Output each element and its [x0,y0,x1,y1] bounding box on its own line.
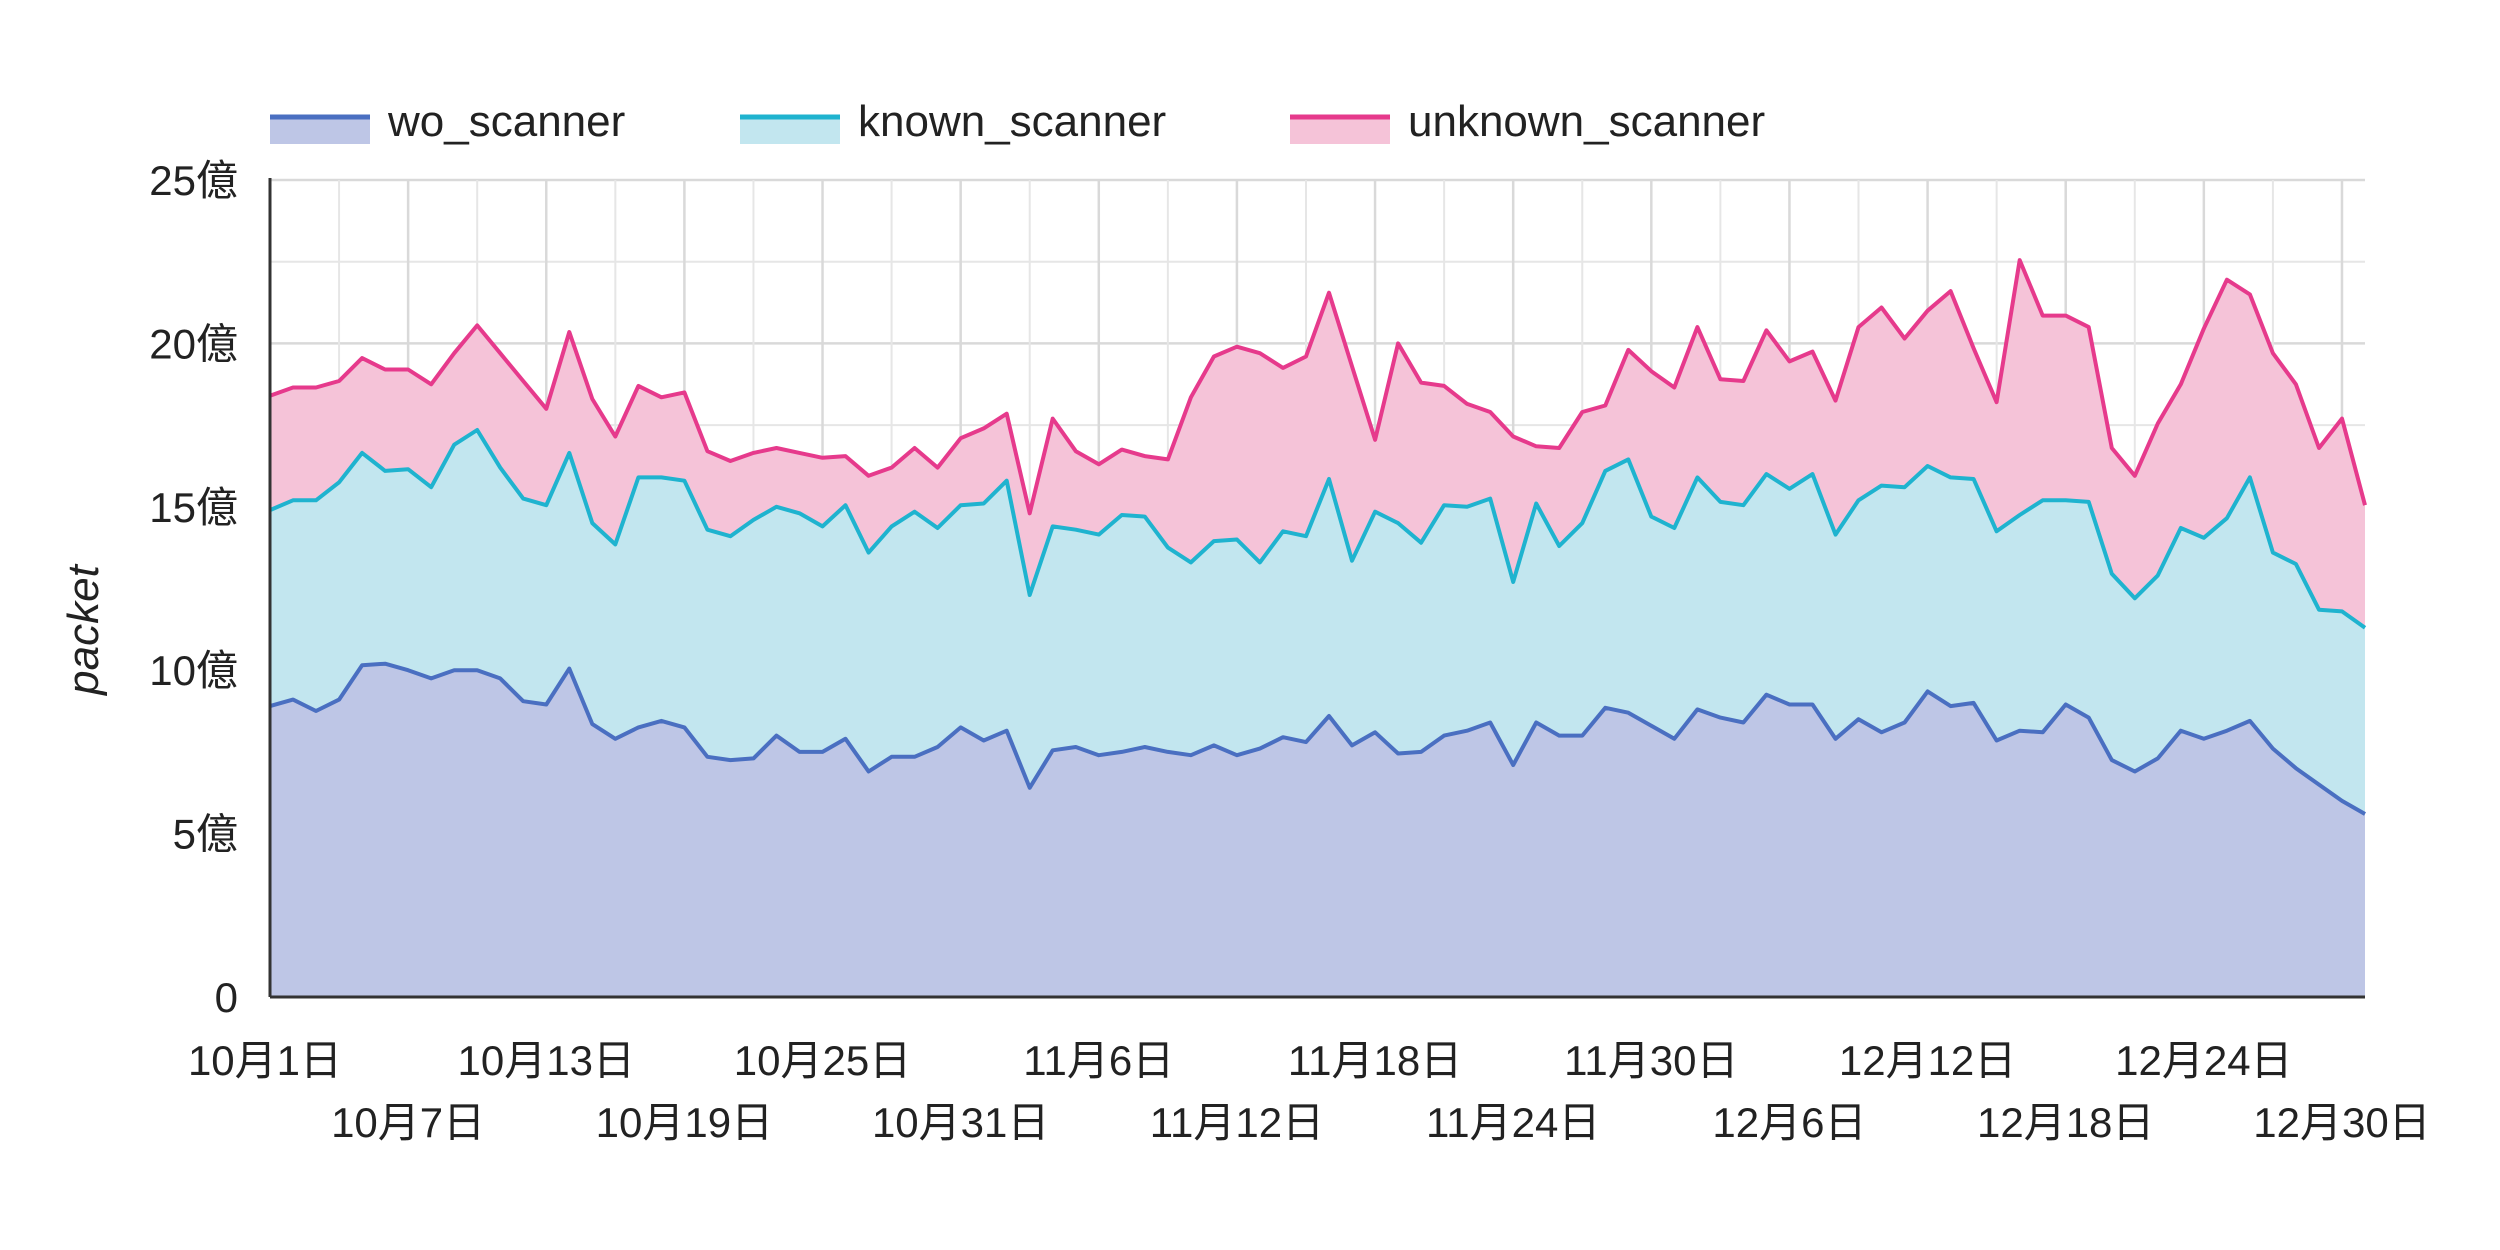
x-axis-ticks: 10月1日 10月7日 10月13日 10月19日 10月25日 10月31日 11月6日 1… [188,1037,2431,1146]
x-tick-label-13: 12月18日 [1977,1099,2154,1146]
x-tick-label-4: 10月25日 [734,1037,911,1084]
x-tick-label-11: 12月6日 [1712,1099,1866,1146]
x-tick-label-5: 10月31日 [872,1099,1049,1146]
legend-swatch [740,116,840,144]
y-tick-label-1: 5億 [173,811,238,858]
y-tick-label-4: 20億 [149,320,238,367]
x-tick-label-1: 10月7日 [331,1099,485,1146]
legend-item-unknown_scanner: unknown_scanner [1290,97,1765,146]
area-wo_scanner [270,663,2365,997]
y-tick-label-0: 0 [215,974,238,1021]
axes [268,178,2365,999]
legend-swatch [1290,116,1390,144]
series-areas [270,260,2365,997]
x-tick-label-15: 12月30日 [2253,1099,2430,1146]
y-tick-label-3: 15億 [149,484,238,531]
legend-item-known_scanner: known_scanner [740,97,1166,146]
area-unknown_scanner [270,260,2365,628]
x-tick-label-6: 11月6日 [1023,1037,1174,1084]
x-tick-label-2: 10月13日 [458,1037,635,1084]
y-tick-label-2: 10億 [149,647,238,694]
legend-item-wo_scanner: wo_scanner [270,97,625,146]
x-tick-label-12: 12月12日 [1839,1037,2016,1084]
line-known_scanner [269,428,2367,630]
y-axis-title: packet [59,563,108,696]
legend-label: wo_scanner [387,97,625,146]
line-wo_scanner [269,661,2366,816]
legend: wo_scanner known_scanner unknown_scanner [270,97,1765,146]
x-tick-label-3: 10月19日 [596,1099,773,1146]
x-tick-label-9: 11月24日 [1426,1099,1600,1146]
x-tick-label-8: 11月18日 [1288,1037,1462,1084]
y-axis-ticks: 0 5億 10億 15億 20億 25億 [149,157,238,1021]
x-tick-label-10: 11月30日 [1564,1037,1738,1084]
line-unknown_scanner [269,258,2367,516]
x-tick-label-7: 11月12日 [1150,1099,1324,1146]
series-lines [269,258,2367,816]
x-tick-label-14: 12月24日 [2115,1037,2292,1084]
area-known_scanner [270,430,2365,814]
y-tick-label-5: 25億 [149,157,238,204]
x-tick-label-0: 10月1日 [188,1037,342,1084]
legend-swatch [270,116,370,144]
legend-label: known_scanner [858,97,1166,146]
legend-label: unknown_scanner [1408,97,1765,146]
